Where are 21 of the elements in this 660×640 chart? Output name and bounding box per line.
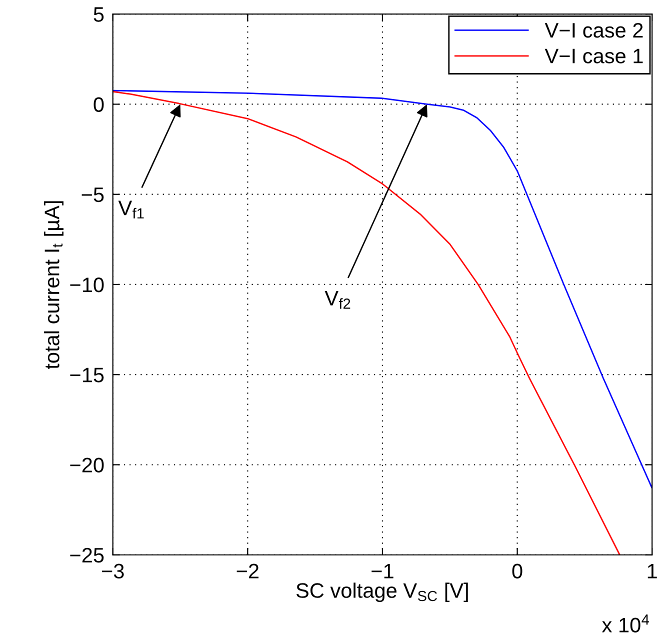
y-tick-label: −15 <box>70 368 104 382</box>
y-tick-label: 0 <box>94 97 104 112</box>
x-tick-label: −2 <box>236 564 258 578</box>
x-tick-label: −3 <box>102 564 124 579</box>
line-series <box>112 90 620 555</box>
legend-label: V−I case 2 <box>544 22 643 38</box>
y-tick-label: −25 <box>70 548 104 563</box>
x-tick-label: 1 <box>648 564 657 578</box>
y-tick-label: −20 <box>70 458 104 472</box>
x-tick-label: −1 <box>372 564 394 578</box>
legend-label: V−I case 1 <box>544 48 643 64</box>
y-tick-label: −5 <box>82 188 104 202</box>
y-axis-title: total current I$_{t}$ [µA] <box>44 201 64 370</box>
annotation: V$_{f1}$ <box>118 200 144 218</box>
x-axis-title: SC voltage V$_{SC}$ [V] <box>296 582 468 602</box>
annotation: V$_{f2}$ <box>324 291 350 309</box>
y-tick-label: 5 <box>94 7 104 22</box>
line-series <box>112 90 652 489</box>
y-tick-label: −10 <box>70 277 104 292</box>
text: x 10$^{4}$ <box>602 614 650 633</box>
x-tick-label: 0 <box>512 564 522 579</box>
